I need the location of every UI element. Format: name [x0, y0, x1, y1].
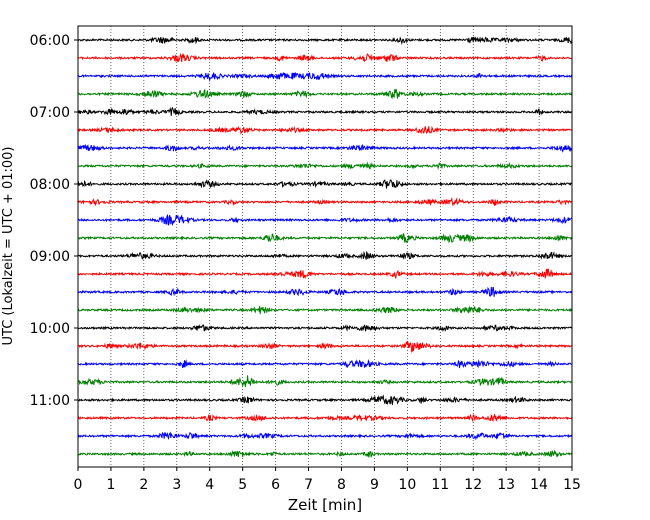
x-tick-label: 4 — [205, 477, 214, 493]
trace-line — [77, 413, 573, 423]
trace-line — [77, 179, 573, 189]
trace-line — [77, 161, 573, 171]
x-tick-label: 10 — [398, 477, 416, 493]
x-tick-label: 1 — [106, 477, 115, 493]
trace-line — [77, 359, 573, 369]
trace-line — [77, 125, 573, 136]
x-tick-label: 0 — [74, 477, 83, 493]
trace-group — [77, 36, 573, 458]
x-tick-label: 15 — [563, 477, 581, 493]
x-tick-label: 3 — [172, 477, 181, 493]
x-tick-label: 2 — [139, 477, 148, 493]
trace-line — [77, 52, 573, 63]
trace-line — [78, 323, 573, 332]
trace-line — [77, 268, 573, 280]
trace-line — [77, 394, 573, 406]
trace-line — [77, 286, 573, 297]
y-axis: 06:00 07:00 08:00 09:00 10:00 11:00 — [30, 33, 78, 409]
trace-line — [77, 213, 573, 227]
x-axis-label: Zeit [min] — [288, 496, 362, 514]
y-tick-label: 10:00 — [30, 321, 70, 337]
x-axis: 0 1 2 3 4 5 6 7 8 9 10 11 12 13 14 15 — [74, 467, 581, 493]
trace-line — [77, 250, 573, 260]
trace-line — [77, 88, 573, 100]
trace-line — [77, 449, 573, 458]
y-tick-label: 07:00 — [30, 105, 70, 121]
trace-line — [77, 340, 573, 353]
x-tick-label: 11 — [431, 477, 449, 493]
trace-line — [77, 143, 573, 153]
trace-line — [77, 72, 573, 82]
trace-line — [77, 431, 573, 441]
trace-line — [77, 375, 573, 388]
y-tick-label: 11:00 — [30, 393, 70, 409]
plot-frame — [77, 25, 573, 468]
x-tick-label: 8 — [337, 477, 346, 493]
trace-line — [77, 36, 573, 46]
x-tick-label: 12 — [464, 477, 482, 493]
x-tick-label: 14 — [530, 477, 548, 493]
x-tick-label: 13 — [497, 477, 515, 493]
y-axis-label: UTC (Lokalzeit = UTC + 01:00) — [1, 147, 16, 346]
trace-line — [77, 305, 573, 315]
x-tick-label: 9 — [370, 477, 379, 493]
x-tick-label: 5 — [238, 477, 247, 493]
y-tick-label: 06:00 — [30, 33, 70, 49]
y-tick-label: 08:00 — [30, 177, 70, 193]
trace-line — [77, 196, 573, 207]
y-tick-label: 09:00 — [30, 249, 70, 265]
trace-line — [77, 233, 573, 244]
x-tick-label: 6 — [271, 477, 280, 493]
trace-line — [78, 106, 573, 116]
x-tick-label: 7 — [304, 477, 313, 493]
